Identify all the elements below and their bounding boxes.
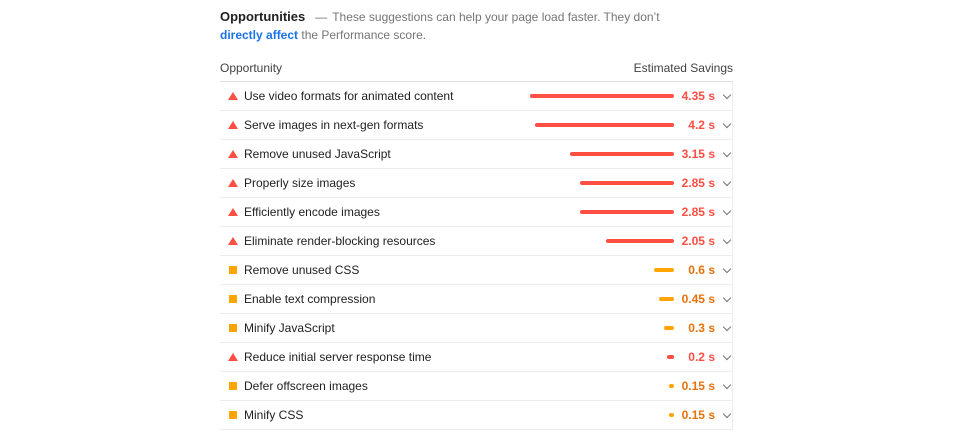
- savings-value: 0.15 s: [681, 379, 715, 393]
- audit-row[interactable]: Serve images in next-gen formats 4.2 s: [220, 111, 732, 140]
- savings-bar-fill: [580, 210, 674, 214]
- audit-row[interactable]: Eliminate render-blocking resources 2.05 …: [220, 227, 732, 256]
- audit-row[interactable]: Minify JavaScript 0.3 s: [220, 314, 732, 343]
- savings-value: 4.2 s: [688, 118, 715, 132]
- audit-title: Enable text compression: [244, 292, 376, 306]
- savings-bar-fill: [667, 355, 674, 359]
- header-dash: —: [315, 10, 328, 24]
- chevron-down-icon[interactable]: [715, 356, 732, 359]
- savings-value: 2.85 s: [681, 205, 715, 219]
- audit-row[interactable]: Properly size images 2.85 s: [220, 169, 732, 198]
- audit-row[interactable]: Reduce initial server response time 0.2 s: [220, 343, 732, 372]
- audit-row[interactable]: Minify CSS 0.15 s: [220, 401, 732, 430]
- audit-row[interactable]: Enable text compression 0.45 s: [220, 285, 732, 314]
- savings-bar-fill: [664, 326, 674, 330]
- savings-value: 0.45 s: [681, 292, 715, 306]
- savings-value: 0.2 s: [688, 350, 715, 364]
- chevron-down-icon[interactable]: [715, 153, 732, 156]
- savings-value: 2.85 s: [681, 176, 715, 190]
- audit-title: Eliminate render-blocking resources: [244, 234, 436, 248]
- audit-title: Minify CSS: [244, 408, 304, 422]
- savings-bar: [529, 384, 674, 388]
- section-header: Opportunities — These suggestions can help…: [220, 8, 682, 44]
- audit-title: Remove unused JavaScript: [244, 147, 391, 161]
- chevron-down-icon[interactable]: [715, 298, 732, 301]
- warning-triangle-icon: [228, 179, 238, 187]
- warning-square-icon: [229, 266, 237, 274]
- savings-bar: [529, 326, 674, 330]
- audit-title: Efficiently encode images: [244, 205, 380, 219]
- savings-value: 2.05 s: [681, 234, 715, 248]
- chevron-down-icon[interactable]: [715, 95, 732, 98]
- savings-bar-fill: [535, 123, 674, 127]
- audit-row[interactable]: Defer offscreen images 0.15 s: [220, 372, 732, 401]
- warning-triangle-icon: [228, 92, 238, 100]
- savings-bar: [529, 268, 674, 272]
- audit-title: Reduce initial server response time: [244, 350, 432, 364]
- audit-row[interactable]: Use video formats for animated content 4.…: [220, 82, 732, 111]
- savings-value: 0.15 s: [681, 408, 715, 422]
- savings-bar-fill: [570, 152, 674, 156]
- savings-bar-fill: [654, 268, 674, 272]
- chevron-down-icon[interactable]: [715, 182, 732, 185]
- warning-square-icon: [229, 295, 237, 303]
- savings-bar-fill: [530, 94, 674, 98]
- warning-triangle-icon: [228, 353, 238, 361]
- savings-value: 4.35 s: [681, 89, 715, 103]
- savings-bar-fill: [669, 413, 674, 417]
- savings-bar: [529, 181, 674, 185]
- warning-square-icon: [229, 324, 237, 332]
- chevron-down-icon[interactable]: [715, 269, 732, 272]
- chevron-down-icon[interactable]: [715, 240, 732, 243]
- savings-bar-fill: [659, 297, 674, 301]
- warning-square-icon: [229, 382, 237, 390]
- chevron-down-icon[interactable]: [715, 414, 732, 417]
- savings-bar: [529, 123, 674, 127]
- audit-title: Use video formats for animated content: [244, 89, 454, 103]
- opportunities-section: Opportunities — These suggestions can help…: [220, 0, 733, 430]
- chevron-down-icon[interactable]: [715, 385, 732, 388]
- column-estimated-savings: Estimated Savings: [633, 60, 733, 75]
- chevron-down-icon[interactable]: [715, 124, 732, 127]
- audit-list: Use video formats for animated content 4.…: [220, 82, 733, 430]
- savings-value: 0.6 s: [688, 263, 715, 277]
- savings-bar: [529, 297, 674, 301]
- audit-title: Serve images in next-gen formats: [244, 118, 424, 132]
- warning-triangle-icon: [228, 150, 238, 158]
- savings-bar: [529, 413, 674, 417]
- audit-row[interactable]: Remove unused JavaScript 3.15 s: [220, 140, 732, 169]
- audit-title: Properly size images: [244, 176, 356, 190]
- section-description-end: the Performance score.: [298, 28, 427, 42]
- savings-bar: [529, 355, 674, 359]
- savings-bar: [529, 152, 674, 156]
- section-description-start: These suggestions can help your page loa…: [332, 10, 660, 24]
- audit-title: Minify JavaScript: [244, 321, 335, 335]
- warning-triangle-icon: [228, 208, 238, 216]
- column-opportunity: Opportunity: [220, 60, 283, 75]
- chevron-down-icon[interactable]: [715, 327, 732, 330]
- savings-bar-fill: [606, 239, 674, 243]
- audit-title: Defer offscreen images: [244, 379, 368, 393]
- warning-square-icon: [229, 411, 237, 419]
- table-header: Opportunity Estimated Savings: [220, 54, 733, 82]
- audit-row[interactable]: Remove unused CSS 0.6 s: [220, 256, 732, 285]
- savings-bar: [529, 94, 674, 98]
- savings-bar-fill: [669, 384, 674, 388]
- savings-value: 0.3 s: [688, 321, 715, 335]
- savings-value: 3.15 s: [681, 147, 715, 161]
- chevron-down-icon[interactable]: [715, 211, 732, 214]
- directly-affect-link[interactable]: directly affect: [220, 28, 299, 42]
- savings-bar-fill: [580, 181, 674, 185]
- warning-triangle-icon: [228, 237, 238, 245]
- warning-triangle-icon: [228, 121, 238, 129]
- savings-bar: [529, 210, 674, 214]
- audit-title: Remove unused CSS: [244, 263, 360, 277]
- audit-row[interactable]: Efficiently encode images 2.85 s: [220, 198, 732, 227]
- savings-bar: [529, 239, 674, 243]
- section-title: Opportunities: [220, 9, 306, 24]
